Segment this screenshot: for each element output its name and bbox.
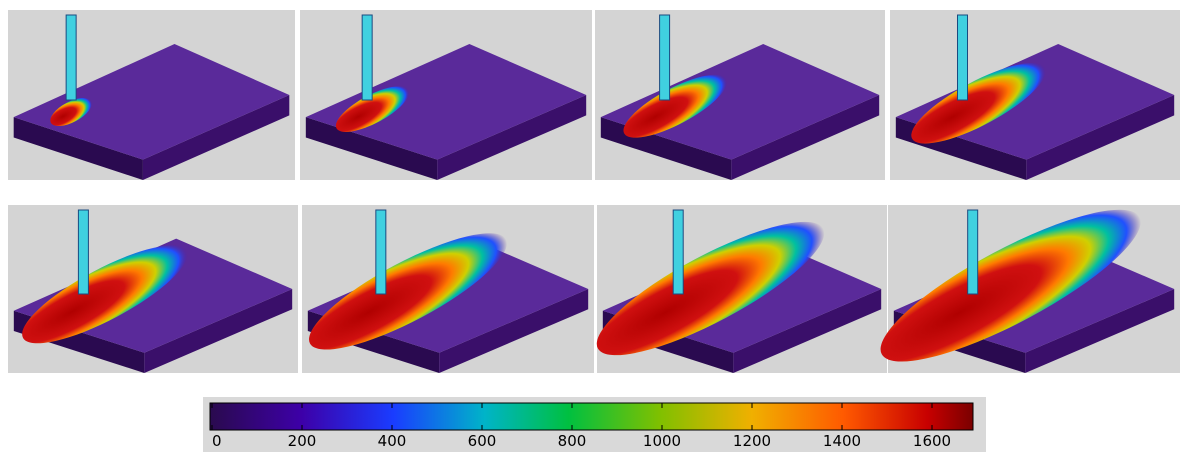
slab-front <box>13 117 143 180</box>
slab-front <box>305 117 438 180</box>
slab-top <box>13 44 290 160</box>
colorbar-tick-label: 1400 <box>823 432 861 450</box>
slab-side <box>144 289 293 373</box>
nozzle <box>967 209 979 295</box>
melt-pool <box>335 86 410 132</box>
slab-side <box>437 95 587 180</box>
colorbar-tick-label: 400 <box>378 432 407 450</box>
nozzle <box>361 14 373 101</box>
colorbar-tick-label: 800 <box>558 432 587 450</box>
colorbar-tick-label: 1200 <box>733 432 771 450</box>
colorbar-tick-label: 1600 <box>913 432 951 450</box>
nozzle <box>77 209 89 295</box>
slab-side <box>1025 289 1175 373</box>
nozzle <box>659 14 671 101</box>
slab-side <box>142 95 290 180</box>
melt-pool <box>50 97 92 127</box>
nozzle <box>375 209 387 295</box>
nozzle <box>672 209 684 295</box>
melt-pool <box>911 62 1047 144</box>
melt-pool <box>596 221 825 356</box>
slab-side <box>1026 95 1175 180</box>
melt-pool <box>623 74 728 138</box>
melt-pool <box>309 233 507 350</box>
simulation-panels <box>8 10 1180 373</box>
nozzle <box>957 14 968 101</box>
colorbar-tick-label: 0 <box>212 432 222 450</box>
slab-side <box>731 95 880 180</box>
slab-side <box>439 289 589 373</box>
colorbar-tick-label: 600 <box>468 432 497 450</box>
slab-side <box>733 289 882 373</box>
slab-top <box>600 44 880 160</box>
colorbar-tick-label: 200 <box>288 432 317 450</box>
melt-pool <box>22 245 188 344</box>
colorbar-gradient <box>209 402 974 431</box>
colorbar: 0 200 400 600 800 1000 1200 1400 1600 <box>203 397 986 452</box>
colorbar-tick-label: 1000 <box>643 432 681 450</box>
melt-pool <box>880 209 1141 362</box>
nozzle <box>65 14 77 101</box>
slab-top <box>305 44 587 160</box>
